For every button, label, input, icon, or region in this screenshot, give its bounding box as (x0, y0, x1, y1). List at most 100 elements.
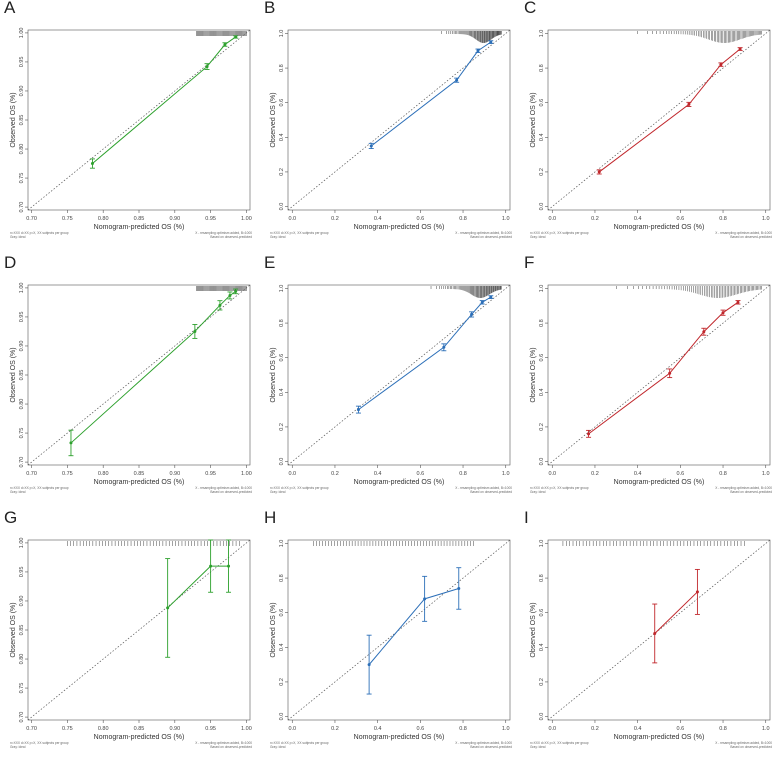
calibration-panel-e: E 0.0 0.0 0.2 0.2 0.4 0.4 0.6 0.6 0.8 0.8 1.0 1.0 Nom… (260, 253, 521, 510)
x-tick-label: 0.6 (677, 471, 685, 477)
calibration-panel-i: I 0.0 0.0 0.2 0.2 0.4 0.4 0.6 0.6 0.8 0.8 1.0 1.0 Nom… (520, 508, 781, 765)
plot-frame (287, 284, 511, 466)
x-tick-label: 1.0 (762, 216, 770, 222)
calibration-point (687, 102, 691, 106)
x-axis-title: Nomogram-predicted OS (%) (94, 479, 185, 486)
footnote-left-2: Gray: ideal (10, 745, 26, 749)
x-tick-label: 0.6 (677, 726, 685, 732)
x-tick-label: 0.80 (98, 471, 109, 477)
footnote-right-2: Based on observed-predicted (470, 745, 512, 749)
panel-label: E (264, 253, 276, 272)
y-tick-label: 1.0 (539, 285, 545, 293)
calibration-line (368, 587, 459, 665)
ideal-diagonal (547, 29, 771, 211)
calibration-line (598, 48, 741, 173)
x-tick-label: 0.90 (169, 471, 180, 477)
footnote-left-2: Gray: ideal (530, 745, 546, 749)
y-tick-label: 0.95 (19, 312, 25, 323)
x-tick-label: 0.0 (288, 216, 296, 222)
x-tick-label: 0.2 (591, 216, 599, 222)
x-tick-label: 0.2 (591, 471, 599, 477)
calibration-point (193, 329, 197, 333)
y-tick-label: 0.2 (279, 168, 285, 176)
footnote-left: n=XXX d=XX p=X, XX subjects per group (10, 231, 69, 235)
x-tick-label: 0.8 (719, 471, 727, 477)
x-tick-label: 0.8 (459, 471, 467, 477)
calibration-panel-f: F 0.0 0.0 0.2 0.2 0.4 0.4 0.6 0.6 0.8 0.8 1.0 1.0 Nom… (520, 253, 781, 510)
y-tick-label: 0.90 (19, 86, 25, 97)
calibration-point (209, 564, 213, 568)
x-tick-label: 1.0 (502, 726, 510, 732)
panel-label: F (524, 253, 535, 272)
calibration-point (721, 311, 725, 315)
y-tick-label: 1.00 (19, 28, 25, 39)
calibration-point (69, 441, 73, 445)
calibration-line (588, 301, 739, 435)
calibration-plot: 0.00.0 0.2 0.2 0.4 0.4 0.6 0.6 0.8 0.8 1.0 1.0 Nomo… (270, 284, 512, 494)
calibration-point (489, 40, 493, 44)
y-tick-label: 0.0 (279, 458, 285, 466)
x-tick-label: 0.8 (459, 216, 467, 222)
calibration-plot: 0.700.70 0.75 0.75 0.80 0.80 0.85 0.85 0.90 0.90… (10, 28, 252, 239)
y-tick-label: 0.4 (539, 643, 545, 651)
x-tick-label: 0.4 (634, 726, 642, 732)
y-tick-label: 0.70 (19, 457, 25, 468)
calibration-plot: 0.700.70 0.75 0.75 0.80 0.80 0.85 0.85 0.90 0.90… (10, 538, 252, 749)
calibration-point (489, 295, 493, 299)
footnote-right: X - resampling optimism added, B=1000 (715, 231, 772, 235)
x-tick-label: 0.70 (26, 471, 37, 477)
y-tick-label: 0.8 (539, 319, 545, 327)
x-tick-label: 0.90 (169, 726, 180, 732)
footnote-right: X - resampling optimism added, B=1000 (455, 231, 512, 235)
calibration-panel-b: B 0.0 0.0 0.2 0.2 0.4 0.4 0.6 0.6 0.8 0.8 1.0 1.0 Nom… (260, 0, 521, 255)
footnote-left: n=XXX d=XX p=X, XX subjects per group (270, 231, 329, 235)
x-tick-label: 0.6 (677, 216, 685, 222)
x-axis-title: Nomogram-predicted OS (%) (354, 479, 445, 486)
x-tick-label: 0.0 (548, 216, 556, 222)
footnote-left-2: Gray: ideal (530, 490, 546, 494)
y-axis-title: Observed OS (%) (10, 602, 17, 657)
y-axis-title: Observed OS (%) (10, 347, 17, 402)
y-tick-label: 0.4 (539, 133, 545, 141)
y-tick-label: 0.2 (539, 678, 545, 686)
footnote-left: n=XXX d=XX p=X, XX subjects per group (530, 486, 589, 490)
panel-label: D (4, 253, 17, 272)
y-tick-label: 0.75 (19, 428, 25, 439)
calibration-point (442, 345, 446, 349)
calibration-point (367, 663, 371, 667)
y-tick-label: 0.70 (19, 202, 25, 213)
x-tick-label: 0.2 (331, 216, 339, 222)
calibration-point (227, 564, 231, 568)
calibration-panel-h: H 0.0 0.0 0.2 0.2 0.4 0.4 0.6 0.6 0.8 0.8 1.0 1.0 Nom… (260, 508, 521, 765)
ideal-diagonal (27, 29, 251, 211)
footnote-right: X - resampling optimism added, B=1000 (195, 741, 252, 745)
footnote-right-2: Based on observed-predicted (470, 490, 512, 494)
y-tick-label: 0.80 (19, 144, 25, 155)
x-tick-label: 0.75 (62, 471, 73, 477)
y-tick-label: 0.6 (279, 99, 285, 107)
x-tick-label: 1.00 (241, 216, 252, 222)
y-tick-label: 0.80 (19, 654, 25, 665)
y-axis-title: Observed OS (%) (270, 92, 277, 147)
x-tick-label: 0.75 (62, 726, 73, 732)
calibration-plot: 0.00.0 0.2 0.2 0.4 0.4 0.6 0.6 0.8 0.8 1.0 1.0 Nomo… (270, 30, 512, 239)
x-tick-label: 0.4 (634, 216, 642, 222)
x-tick-label: 0.6 (417, 726, 425, 732)
calibration-point (597, 170, 601, 174)
y-tick-label: 0.0 (539, 713, 545, 721)
calibration-point (223, 43, 227, 47)
y-tick-label: 0.4 (279, 133, 285, 141)
y-tick-label: 1.00 (19, 538, 25, 549)
y-tick-label: 0.8 (279, 64, 285, 72)
footnote-right: X - resampling optimism added, B=1000 (455, 741, 512, 745)
footnote-right-2: Based on observed-predicted (730, 745, 772, 749)
x-tick-label: 0.4 (374, 471, 382, 477)
y-tick-label: 0.85 (19, 115, 25, 126)
calibration-point (476, 49, 480, 53)
x-axis-title: Nomogram-predicted OS (%) (354, 734, 445, 741)
x-tick-label: 0.90 (169, 216, 180, 222)
y-tick-label: 0.0 (279, 203, 285, 211)
x-tick-label: 0.2 (331, 726, 339, 732)
y-tick-label: 0.80 (19, 399, 25, 410)
y-tick-label: 1.0 (279, 540, 285, 548)
